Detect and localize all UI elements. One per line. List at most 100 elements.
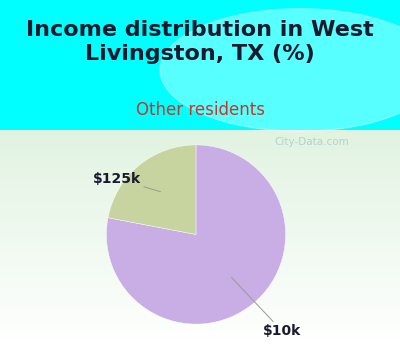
Bar [0, 276, 400, 277]
Bar [0, 339, 400, 340]
Bar [0, 168, 400, 169]
Bar [0, 175, 400, 176]
Bar [0, 247, 400, 248]
Bar [0, 196, 400, 197]
Bar [0, 218, 400, 219]
Bar [0, 282, 400, 283]
Bar [0, 335, 400, 336]
Bar [0, 272, 400, 273]
Bar [0, 338, 400, 339]
Bar [0, 322, 400, 323]
Bar [0, 305, 400, 306]
Bar [0, 177, 400, 178]
Wedge shape [108, 145, 196, 235]
Bar [0, 160, 400, 161]
Bar [0, 152, 400, 153]
Bar [0, 203, 400, 204]
Bar [0, 253, 400, 254]
Bar [0, 334, 400, 335]
Bar [0, 185, 400, 186]
Bar [0, 198, 400, 199]
Bar [0, 289, 400, 290]
Bar [0, 332, 400, 334]
Bar [0, 255, 400, 256]
Bar [0, 146, 400, 147]
Bar [0, 159, 400, 160]
Bar [0, 340, 400, 341]
Bar [0, 312, 400, 313]
Bar [0, 254, 400, 255]
Bar [0, 233, 400, 234]
Bar [0, 209, 400, 210]
Bar [0, 148, 400, 149]
Bar [0, 304, 400, 305]
Bar [0, 303, 400, 304]
Bar [0, 134, 400, 135]
Bar [0, 183, 400, 185]
Bar [0, 264, 400, 265]
Bar [0, 316, 400, 317]
Bar [0, 292, 400, 293]
Bar [0, 349, 400, 350]
Bar [0, 145, 400, 146]
Bar [0, 155, 400, 156]
Bar [0, 284, 400, 285]
Bar [0, 246, 400, 247]
Bar [0, 267, 400, 268]
Bar [0, 314, 400, 315]
Bar [0, 344, 400, 345]
Bar [0, 300, 400, 301]
Bar [0, 189, 400, 190]
Bar [0, 210, 400, 211]
Bar [0, 191, 400, 193]
Bar [0, 296, 400, 297]
Bar [0, 239, 400, 240]
Bar [0, 223, 400, 224]
Bar [0, 331, 400, 332]
Bar [0, 265, 400, 266]
Bar [0, 178, 400, 179]
Bar [0, 285, 400, 286]
Bar [0, 149, 400, 150]
Bar [0, 156, 400, 157]
Bar [0, 260, 400, 261]
Bar [0, 179, 400, 180]
Text: Other residents: Other residents [136, 101, 264, 119]
Bar [0, 297, 400, 298]
Bar [0, 131, 400, 132]
Bar [0, 204, 400, 205]
Bar [0, 301, 400, 303]
Bar [0, 320, 400, 321]
Bar [0, 219, 400, 220]
Bar [0, 182, 400, 183]
Bar [0, 242, 400, 243]
Bar [0, 245, 400, 246]
Bar [0, 202, 400, 203]
Bar [0, 188, 400, 189]
Bar [0, 226, 400, 228]
Bar [0, 347, 400, 348]
Bar [0, 195, 400, 196]
Bar [0, 206, 400, 208]
Bar [0, 197, 400, 198]
Bar [0, 170, 400, 172]
Bar [0, 278, 400, 279]
Bar [0, 216, 400, 217]
Bar [0, 268, 400, 270]
Bar [0, 286, 400, 287]
Ellipse shape [160, 9, 400, 131]
Bar [0, 341, 400, 342]
Bar [0, 251, 400, 252]
Bar [0, 169, 400, 170]
Bar [0, 318, 400, 319]
Bar [0, 234, 400, 235]
Bar [0, 283, 400, 284]
Bar [0, 270, 400, 271]
Bar [0, 325, 400, 326]
Bar [0, 200, 400, 201]
Bar [0, 199, 400, 200]
Bar [0, 228, 400, 229]
Bar [0, 231, 400, 232]
Bar [0, 143, 400, 144]
Bar [0, 164, 400, 165]
